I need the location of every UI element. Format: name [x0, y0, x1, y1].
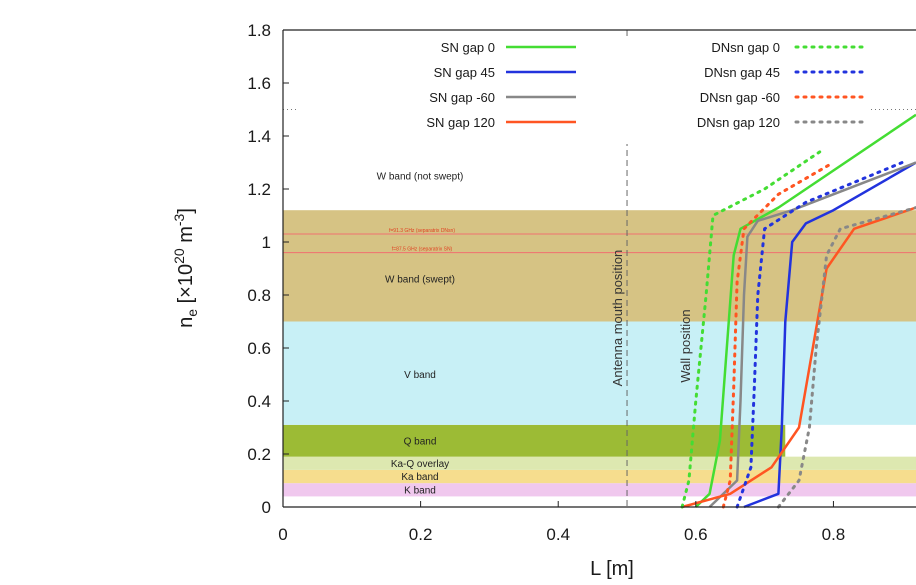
x-axis-label: L [m] [590, 558, 634, 580]
y-label-sup2: -3 [171, 213, 187, 226]
y-tick-label: 0.8 [247, 286, 271, 305]
y-tick-label: 1 [262, 233, 271, 252]
legend-label: DNsn gap 120 [697, 115, 780, 130]
series-sn-gap-45 [743, 161, 916, 509]
band-label-ka-q-overlay: Ka-Q overlay [391, 459, 449, 470]
series-dnsn-gap-60 [721, 161, 835, 509]
band-label-q-band: Q band [404, 436, 437, 447]
band-q-band [283, 424, 786, 457]
y-tick-label: 1.8 [247, 21, 271, 40]
y-axis-label: ne [×1020 m-3] [171, 208, 200, 328]
band-w-band-swept [283, 210, 916, 322]
vline-label-antenna-mouth-position: Antenna mouth position [610, 250, 625, 387]
frequency-line-label: f=91.3 GHz (separatrix DNsn) [389, 228, 455, 234]
y-tick-label: 1.4 [247, 127, 271, 146]
series-sn-gap-120 [681, 206, 916, 509]
band-regions [283, 210, 916, 497]
x-tick-label: 0.2 [409, 525, 433, 544]
y-label-rest3: ] [175, 208, 197, 214]
y-tick-label: 0.6 [247, 339, 271, 358]
y-label-rest2: m [175, 226, 197, 248]
y-tick-label: 1.2 [247, 180, 271, 199]
vline-label-wall-position: Wall position [678, 309, 693, 382]
frequency-line-label: f=87.5 GHz (separatrix SN) [392, 247, 453, 253]
series-sn-gap-60 [708, 161, 916, 508]
legend-background [298, 36, 870, 144]
legend-label: DNsn gap 0 [711, 40, 780, 55]
legend-label: DNsn gap -60 [700, 90, 780, 105]
legend-label: SN gap 45 [434, 65, 495, 80]
band-labels: K band Ka band Ka-Q overlay Q band V band W b… [377, 171, 693, 496]
legend-label: SN gap 120 [426, 115, 495, 130]
series-lines [680, 113, 916, 509]
x-tick-label: 0.8 [822, 525, 846, 544]
y-tick-label: 0.4 [247, 392, 271, 411]
legend-label: DNsn gap 45 [704, 65, 780, 80]
x-tick-label: 0.4 [546, 525, 570, 544]
band-v-band [283, 321, 916, 425]
legend: SN gap 0 SN gap 45 SN gap -60 SN gap 120 DNs… [298, 36, 870, 144]
x-tick-label: 0 [278, 525, 287, 544]
legend-label: SN gap 0 [441, 40, 495, 55]
y-label-sup1: 20 [171, 248, 187, 264]
svg-text:ne [×1020 m-3]: ne [×1020 m-3] [171, 208, 200, 328]
band-label-w-band-swept: W band (swept) [385, 275, 455, 286]
axes: 0 0.2 0.4 0.6 0.8 1 1.2 1.4 1.6 1.8 0 0.2 0.4 0.6 0.8 [247, 21, 916, 544]
y-tick-label: 1.6 [247, 74, 271, 93]
band-label-v-band: V band [404, 370, 436, 381]
y-label-rest1: [×10 [175, 264, 197, 309]
legend-label: SN gap -60 [429, 90, 495, 105]
y-tick-label: 0.2 [247, 445, 271, 464]
band-ka-band [283, 469, 916, 484]
series-sn-gap-0 [694, 113, 916, 508]
band-ka-q-overlay [283, 456, 916, 470]
band-k-band [283, 483, 916, 497]
series-dnsn-gap-0 [680, 150, 822, 509]
series-dnsn-gap-120 [776, 206, 916, 509]
y-tick-label: 0 [262, 498, 271, 517]
y-label-sub: e [184, 309, 200, 317]
band-label-w-band-not-swept: W band (not swept) [377, 171, 464, 182]
band-label-ka-band: Ka band [401, 472, 438, 483]
y-label-main: n [175, 317, 197, 328]
x-tick-label: 0.6 [684, 525, 708, 544]
band-label-k-band: K band [404, 485, 436, 496]
series-dnsn-gap-45 [735, 161, 904, 509]
